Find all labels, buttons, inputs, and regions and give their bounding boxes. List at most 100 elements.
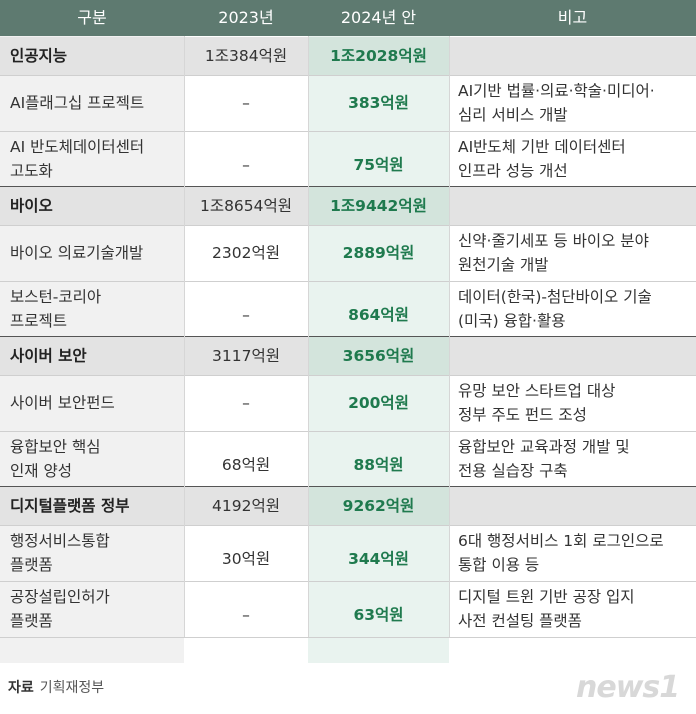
- section-2024-value: 1조2028억원: [330, 47, 427, 65]
- header-2023: 2023년: [218, 8, 274, 27]
- section-2023-value: 1조8654억원: [199, 197, 293, 215]
- item-name-line: 보스턴-코리아: [10, 288, 102, 306]
- item-name-line: 융합보안 핵심: [10, 438, 101, 456]
- item-note-line: 정부 주도 펀드 조성: [458, 406, 587, 424]
- item-2024-value: 864억원: [348, 306, 409, 324]
- source-label: 자료: [8, 680, 34, 696]
- item-2023-value: –: [242, 156, 250, 174]
- section-2024-value: 9262억원: [342, 497, 415, 515]
- item-note-line: (미국) 융합·활용: [458, 312, 566, 330]
- item-2023-value: –: [242, 94, 250, 112]
- section-row: [0, 337, 696, 375]
- source-text: 기획재정부: [39, 680, 105, 696]
- section-2023-value: 4192억원: [212, 497, 280, 515]
- item-note-line: AI기반 법률·의료·학술·미디어·: [458, 82, 655, 100]
- header-category: 구분: [77, 8, 107, 27]
- item-note: AI기반 법률·의료·학술·미디어· 심리 서비스 개발: [458, 79, 694, 135]
- item-note-line: 융합보안 교육과정 개발 및: [458, 438, 630, 456]
- item-name-line: 플랫폼: [10, 612, 53, 630]
- row-divider: [0, 75, 696, 76]
- section-name: 인공지능: [10, 47, 68, 65]
- item-note-line: 심리 서비스 개발: [458, 106, 568, 124]
- row-divider: [0, 525, 696, 526]
- item-name-line: 행정서비스통합: [10, 532, 110, 550]
- item-2023-value: –: [242, 606, 250, 624]
- item-name-line: AI플래그십 프로젝트: [10, 94, 145, 112]
- item-note-line: 원천기술 개발: [458, 256, 549, 274]
- item-name-line: 사이버 보안펀드: [10, 394, 115, 412]
- item-2024-value: 63억원: [353, 606, 404, 624]
- news1-logo: news1: [576, 670, 680, 705]
- item-name-line: AI 반도체데이터센터: [10, 138, 145, 156]
- section-name: 사이버 보안: [10, 347, 87, 365]
- header-note: 비고: [557, 8, 588, 27]
- column-divider: [184, 36, 185, 637]
- item-2024-value: 2889억원: [342, 244, 415, 262]
- section-2024-highlight: [308, 187, 449, 225]
- table-header: 구분 2023년 2024년 안 비고: [0, 0, 696, 36]
- budget-table: 인공지능 1조384억원 1조2028억원 AI플래그십 프로젝트 – 383억원 AI기반…: [0, 0, 696, 663]
- item-note-line: 전용 실습장 구축: [458, 462, 568, 480]
- item-note-line: AI반도체 기반 데이터센터: [458, 138, 626, 156]
- row-divider: [0, 375, 696, 376]
- header-2024: 2024년 안: [340, 8, 417, 27]
- item-2024-value: 383억원: [348, 94, 409, 112]
- item-2024-value: 75억원: [353, 156, 404, 174]
- item-note-line: 6대 행정서비스 1회 로그인으로: [458, 532, 664, 550]
- section-2024-highlight: [308, 337, 449, 375]
- item-note-line: 유망 보안 스타트업 대상: [458, 382, 616, 400]
- row-divider: [0, 581, 696, 582]
- item-2024-value: 88억원: [353, 456, 404, 474]
- section-row: [0, 487, 696, 525]
- item-note-line: 디지털 트윈 기반 공장 입지: [458, 588, 635, 606]
- section-row: [0, 187, 696, 225]
- row-divider: [0, 131, 696, 132]
- section-row: [0, 37, 696, 75]
- row-divider: [0, 225, 696, 226]
- item-name-line: 바이오 의료기술개발: [10, 244, 144, 262]
- item-name-line: 공장설립인허가: [10, 588, 110, 606]
- item-2023-value: 68억원: [221, 456, 271, 474]
- item-note: 데이터(한국)-첨단바이오 기술 (미국) 융합·활용: [458, 285, 694, 341]
- source-line: 자료 기획재정부: [8, 677, 104, 697]
- section-2024-highlight: [308, 37, 449, 75]
- row-divider: [0, 431, 696, 432]
- item-note-line: 통합 이용 등: [458, 556, 540, 574]
- item-2023-value: –: [242, 394, 250, 412]
- table-bottom-border: [0, 637, 696, 638]
- section-2023-value: 1조384억원: [204, 47, 288, 65]
- item-2023-value: 2302억원: [212, 244, 280, 262]
- section-2024-value: 3656억원: [342, 347, 415, 365]
- row-divider: [0, 281, 696, 282]
- item-name-line: 프로젝트: [10, 312, 68, 330]
- item-name-line: 인재 양성: [10, 462, 72, 480]
- item-name-line: 고도화: [10, 162, 53, 180]
- section-name: 바이오: [10, 197, 53, 215]
- item-name-line: 플랫폼: [10, 556, 53, 574]
- column-divider: [308, 36, 309, 637]
- section-2023-value: 3117억원: [212, 347, 280, 365]
- column-divider: [449, 36, 450, 637]
- item-note-line: 인프라 성능 개선: [458, 162, 568, 180]
- section-2024-highlight: [308, 487, 449, 525]
- item-note-line: 데이터(한국)-첨단바이오 기술: [458, 288, 652, 306]
- item-2023-value: 30억원: [221, 550, 271, 568]
- footer: [0, 663, 696, 714]
- item-name: 바이오 의료기술개발: [10, 241, 180, 297]
- section-2024-value: 1조9442억원: [330, 197, 427, 215]
- item-note-line: 신약·줄기세포 등 바이오 분야: [458, 232, 649, 250]
- item-2024-value: 344억원: [348, 550, 409, 568]
- item-note-line: 사전 컨설팅 플랫폼: [458, 612, 582, 630]
- item-name: AI플래그십 프로젝트: [10, 91, 180, 147]
